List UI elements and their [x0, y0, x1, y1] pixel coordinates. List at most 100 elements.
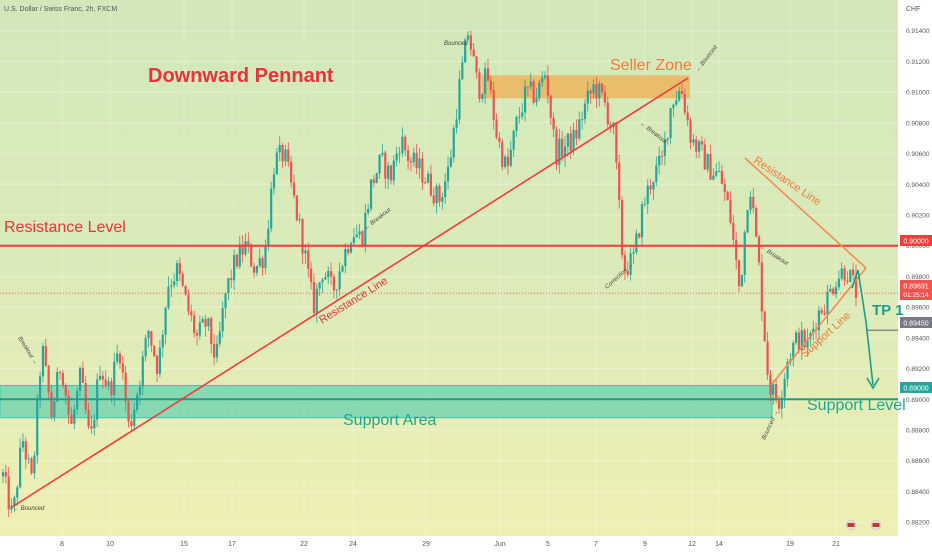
candle-body[interactable] [213, 344, 216, 358]
candle-body[interactable] [270, 188, 273, 229]
candle-body[interactable] [820, 310, 823, 313]
candle-body[interactable] [344, 249, 347, 267]
candle-body[interactable] [458, 79, 461, 120]
candle-body[interactable] [210, 318, 213, 345]
candle-body[interactable] [267, 228, 270, 247]
candle-body[interactable] [230, 278, 233, 281]
candle-body[interactable] [578, 119, 581, 139]
candle-body[interactable] [461, 62, 464, 80]
candle-body[interactable] [250, 244, 253, 267]
candle-body[interactable] [255, 265, 259, 273]
candle-body[interactable] [703, 144, 706, 170]
candle-body[interactable] [455, 119, 458, 128]
flag-icon[interactable] [845, 519, 857, 531]
candle-body[interactable] [352, 237, 355, 244]
candle-body[interactable] [144, 338, 147, 357]
candle-body[interactable] [310, 268, 313, 283]
candle-body[interactable] [444, 181, 447, 197]
candle-body[interactable] [261, 258, 264, 269]
candle-body[interactable] [164, 307, 167, 335]
candles-layer[interactable] [1, 30, 858, 518]
candle-body[interactable] [181, 273, 184, 286]
candle-body[interactable] [561, 138, 564, 157]
candle-body[interactable] [757, 236, 761, 263]
candle-body[interactable] [532, 81, 535, 103]
candle-body[interactable] [121, 363, 124, 373]
candle-body[interactable] [27, 458, 30, 460]
candle-body[interactable] [489, 80, 492, 91]
candle-body[interactable] [107, 381, 110, 386]
candle-body[interactable] [706, 154, 709, 170]
candle-body[interactable] [272, 174, 276, 189]
candle-body[interactable] [655, 165, 658, 182]
candle-body[interactable] [24, 441, 27, 460]
candle-body[interactable] [324, 277, 327, 280]
candle-body[interactable] [98, 375, 102, 380]
candle-body[interactable] [361, 231, 364, 246]
candle-body[interactable] [623, 255, 627, 272]
candle-body[interactable] [638, 233, 641, 238]
candle-body[interactable] [364, 212, 367, 246]
candle-body[interactable] [669, 108, 672, 138]
candle-body[interactable] [658, 155, 661, 166]
candle-body[interactable] [529, 81, 532, 87]
candle-body[interactable] [421, 158, 424, 183]
candle-body[interactable] [47, 365, 50, 393]
candle-body[interactable] [840, 268, 843, 279]
candle-body[interactable] [30, 458, 33, 474]
candle-body[interactable] [395, 153, 398, 161]
candle-body[interactable] [464, 39, 467, 63]
candle-body[interactable] [404, 136, 407, 151]
candle-body[interactable] [407, 150, 410, 162]
candle-body[interactable] [358, 231, 361, 235]
candle-body[interactable] [615, 122, 618, 163]
candle-body[interactable] [558, 138, 561, 165]
candle-body[interactable] [800, 330, 803, 350]
candle-body[interactable] [153, 345, 156, 356]
candle-body[interactable] [384, 152, 387, 179]
candle-body[interactable] [78, 367, 82, 391]
candle-body[interactable] [618, 162, 621, 201]
candle-body[interactable] [218, 331, 221, 344]
candle-body[interactable] [823, 312, 826, 315]
candle-body[interactable] [207, 318, 210, 327]
candle-body[interactable] [609, 124, 612, 127]
candle-body[interactable] [586, 90, 589, 104]
candle-body[interactable] [7, 476, 10, 510]
candle-body[interactable] [241, 244, 244, 255]
candle-body[interactable] [247, 241, 250, 245]
candle-body[interactable] [729, 200, 732, 223]
candle-body[interactable] [484, 68, 487, 95]
candle-body[interactable] [663, 139, 666, 156]
candle-body[interactable] [797, 332, 801, 350]
candle-body[interactable] [735, 239, 738, 261]
candle-body[interactable] [849, 269, 852, 282]
candle-body[interactable] [315, 288, 318, 314]
candle-body[interactable] [449, 157, 452, 167]
candle-body[interactable] [566, 133, 569, 147]
candle-body[interactable] [629, 253, 632, 275]
candle-body[interactable] [749, 196, 752, 211]
candle-body[interactable] [769, 374, 772, 395]
candle-body[interactable] [321, 279, 324, 283]
candle-body[interactable] [521, 112, 524, 117]
candle-body[interactable] [264, 246, 267, 269]
candle-body[interactable] [175, 263, 179, 282]
candle-body[interactable] [412, 152, 415, 163]
candle-body[interactable] [204, 319, 207, 327]
candle-body[interactable] [549, 95, 552, 118]
candle-body[interactable] [198, 322, 201, 336]
candle-body[interactable] [672, 104, 675, 109]
candle-body[interactable] [852, 269, 855, 276]
candle-body[interactable] [715, 171, 718, 176]
candle-body[interactable] [415, 152, 418, 169]
candle-body[interactable] [301, 219, 304, 254]
candle-body[interactable] [829, 288, 832, 292]
candle-body[interactable] [589, 90, 592, 94]
candle-body[interactable] [600, 83, 604, 93]
candle-body[interactable] [581, 119, 584, 121]
candle-body[interactable] [341, 266, 344, 272]
candle-body[interactable] [763, 311, 766, 342]
candle-body[interactable] [569, 133, 572, 151]
candle-body[interactable] [318, 282, 321, 289]
